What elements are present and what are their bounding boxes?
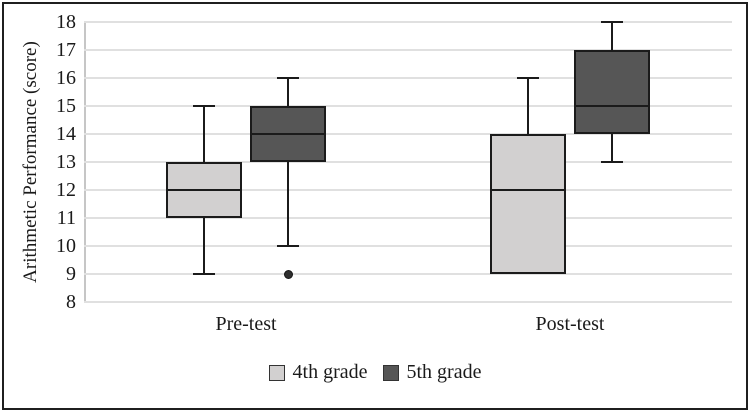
whisker-cap-top-5th-grade-Pre-test [277,77,299,79]
whisker-cap-bottom-5th-grade-Pre-test [277,245,299,247]
whisker-bottom-5th-grade-Post-test [611,134,613,162]
gridline-y-12 [84,189,732,191]
y-tick-label-8: 8 [66,291,76,313]
median-5th-grade-Pre-test [250,133,326,135]
x-category-label-Post-test: Post-test [535,313,605,335]
box-4th-grade-Post-test [490,134,566,274]
gridline-y-17 [84,49,732,51]
whisker-cap-top-5th-grade-Post-test [601,21,623,23]
box-5th-grade-Post-test [574,50,650,134]
whisker-cap-top-4th-grade-Post-test [517,77,539,79]
gridline-y-18 [84,21,732,23]
y-tick-label-17: 17 [56,39,76,61]
legend: 4th grade 5th grade [0,361,750,383]
x-category-label-Pre-test: Pre-test [215,313,277,335]
gridline-y-14 [84,133,732,135]
y-tick-label-12: 12 [56,179,76,201]
y-tick-label-15: 15 [56,95,76,117]
gridline-y-16 [84,77,732,79]
legend-label-4th-grade: 4th grade [292,361,368,383]
gridline-y-10 [84,245,732,247]
whisker-bottom-4th-grade-Pre-test [203,218,205,274]
gridline-y-11 [84,217,732,219]
whisker-top-5th-grade-Post-test [611,22,613,50]
whisker-top-5th-grade-Pre-test [287,78,289,106]
y-tick-label-11: 11 [56,207,76,229]
outlier-5th-grade-Pre-test-9 [283,269,293,279]
y-tick-label-14: 14 [56,123,76,145]
y-tick-label-10: 10 [56,235,76,257]
whisker-cap-top-4th-grade-Pre-test [193,105,215,107]
whisker-top-4th-grade-Post-test [527,78,529,134]
whisker-cap-bottom-4th-grade-Pre-test [193,273,215,275]
gridline-y-15 [84,105,732,107]
plot-area [84,21,732,303]
legend-item-5th-grade: 5th grade [382,361,482,383]
whisker-bottom-5th-grade-Pre-test [287,162,289,246]
median-4th-grade-Pre-test [166,189,242,191]
y-tick-label-16: 16 [56,67,76,89]
median-5th-grade-Post-test [574,105,650,107]
legend-swatch-5th-grade [382,364,399,381]
gridline-y-9 [84,273,732,275]
gridline-y-13 [84,161,732,163]
y-tick-label-13: 13 [56,151,76,173]
gridline-y-8 [84,301,732,303]
y-tick-label-18: 18 [56,11,76,33]
whisker-top-4th-grade-Pre-test [203,106,205,162]
whisker-cap-bottom-5th-grade-Post-test [601,161,623,163]
legend-label-5th-grade: 5th grade [406,361,482,383]
y-tick-label-9: 9 [66,263,76,285]
legend-swatch-4th-grade [268,364,285,381]
legend-item-4th-grade: 4th grade [268,361,368,383]
median-4th-grade-Post-test [490,189,566,191]
